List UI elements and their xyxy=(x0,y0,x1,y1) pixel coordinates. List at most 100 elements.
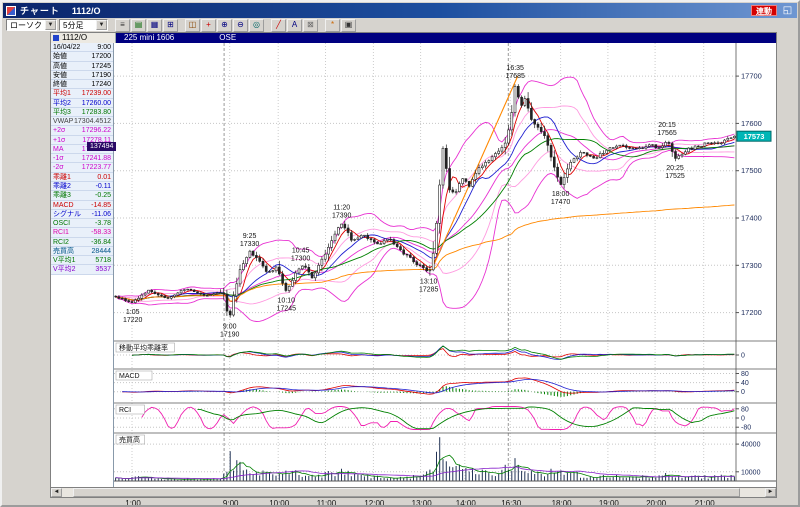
svg-text:MACD: MACD xyxy=(119,373,140,380)
zoom-out-icon[interactable]: ⊖ xyxy=(233,18,248,32)
svg-text:13:10: 13:10 xyxy=(420,278,438,285)
crosshair-icon[interactable]: + xyxy=(201,18,216,32)
svg-text:16:35: 16:35 xyxy=(506,65,524,72)
svg-text:17573: 17573 xyxy=(744,132,765,141)
toolbar-separator[interactable] xyxy=(179,19,184,32)
price-board-icon[interactable]: ▤ xyxy=(131,18,146,32)
quote-value: -58.33 xyxy=(91,229,111,237)
quote-value: -0.11 xyxy=(95,182,111,190)
quote-value: 17296.22 xyxy=(81,127,111,135)
svg-text:17600: 17600 xyxy=(741,119,762,128)
quote-list-icon[interactable]: ≡ xyxy=(115,18,130,32)
time-axis-label: 21:00 xyxy=(694,499,715,507)
toolbar-separator[interactable] xyxy=(265,19,270,32)
quote-row: 乖離3 -0.25 xyxy=(51,191,113,201)
chart-canvas[interactable]: 17700 17600 17500 17400 17300 17200 0 80 40 0 80 0 -… xyxy=(114,43,776,489)
svg-text:17300: 17300 xyxy=(291,255,311,262)
svg-text:17245: 17245 xyxy=(277,305,297,312)
quote-label: 乖離2 xyxy=(53,182,71,190)
toolbar-buttons: ≡ ▤ ▦ ⊞ ◫ + ⊕ ⊖ ◎ ╱ A ⊠ * ▣ xyxy=(115,18,356,32)
quote-label: RCI1 xyxy=(53,229,69,237)
chevron-down-icon[interactable]: ▼ xyxy=(96,20,107,30)
quote-value: 17260.00 xyxy=(81,99,111,107)
svg-text:20:25: 20:25 xyxy=(666,165,684,172)
quote-row: +2σ 17296.22 xyxy=(51,126,113,136)
quote-row: シグナル -11.06 xyxy=(51,209,113,220)
quote-value: 17240 xyxy=(91,81,111,89)
quote-row: V平均1 5718 xyxy=(51,256,113,266)
app-icon xyxy=(6,5,16,16)
multi-chart-icon[interactable]: ⊞ xyxy=(163,18,178,32)
quote-panel: 16/04/22 9:00 始値 17200 高値 17245 安値 17190… xyxy=(51,43,114,489)
toolbar: ローソク ▼ 5分足 ▼ ≡ ▤ ▦ ⊞ ◫ + ⊕ ⊖ ◎ ╱ A ⊠ * ▣ xyxy=(4,18,796,32)
quote-value: 17223.77 xyxy=(81,164,111,172)
svg-text:1:05: 1:05 xyxy=(126,309,140,316)
chart-type-select[interactable]: ローソク ▼ xyxy=(6,19,57,31)
quote-row: MACD -14.85 xyxy=(51,200,113,210)
chart-marker-tag: 137494 xyxy=(87,142,117,151)
quote-row: +1σ 17278.11 xyxy=(51,135,113,145)
interval-select[interactable]: 5分足 ▼ xyxy=(59,19,108,31)
instrument-name: 225 mini 1606 xyxy=(124,33,175,42)
chart-body: 16/04/22 9:00 始値 17200 高値 17245 安値 17190… xyxy=(51,43,776,489)
compare-chart-icon[interactable]: ◫ xyxy=(185,18,200,32)
chevron-down-icon[interactable]: ▼ xyxy=(45,20,56,30)
scroll-right-icon[interactable]: ► xyxy=(765,488,776,497)
quote-row: 乖離1 0.01 xyxy=(51,172,113,182)
quote-value: -3.78 xyxy=(95,220,111,228)
quote-row: 売買高 28444 xyxy=(51,246,113,257)
quote-value: 3537 xyxy=(95,266,111,274)
quote-label: MA xyxy=(53,145,64,153)
quote-value: 17200 xyxy=(91,53,111,61)
quote-label: 始値 xyxy=(53,53,67,61)
quote-row: 始値 17200 xyxy=(51,52,113,62)
svg-text:80: 80 xyxy=(741,406,749,413)
scroll-left-icon[interactable]: ◄ xyxy=(51,488,62,497)
quote-label: V平均2 xyxy=(53,266,76,274)
svg-text:売買高: 売買高 xyxy=(119,435,140,444)
time-axis-label: 11:00 xyxy=(316,499,337,507)
settings-icon[interactable]: * xyxy=(325,18,340,32)
toolbar-separator[interactable] xyxy=(319,19,324,32)
quote-value: 17241.88 xyxy=(81,155,111,163)
quote-value: -36.84 xyxy=(91,238,111,246)
quote-label: VWAP xyxy=(53,118,74,126)
svg-text:17300: 17300 xyxy=(741,261,762,270)
linked-mode-button[interactable]: 連動 xyxy=(751,5,777,16)
print-icon[interactable]: ▣ xyxy=(341,18,356,32)
quote-label: V平均1 xyxy=(53,257,76,265)
quote-row: -1σ 17241.88 xyxy=(51,154,113,164)
quote-row: 高値 17245 xyxy=(51,61,113,71)
quote-value: 17283.80 xyxy=(81,108,111,116)
titlebar: チャート 1112/O 連動 ◱ xyxy=(3,3,797,18)
scrollbar-track[interactable] xyxy=(62,488,765,497)
quote-row: VWAP 17304.4512 xyxy=(51,117,113,127)
time-axis-label: 19:00 xyxy=(598,499,619,507)
instrument-exchange: OSE xyxy=(219,33,237,42)
quote-label: 終値 xyxy=(53,81,67,89)
time-axis-label: 10:00 xyxy=(269,499,290,507)
eraser-icon[interactable]: ⊠ xyxy=(303,18,318,32)
search-icon[interactable]: ◎ xyxy=(249,18,264,32)
zoom-in-icon[interactable]: ⊕ xyxy=(217,18,232,32)
quote-value: 17304.4512 xyxy=(74,118,111,126)
chart-area[interactable]: 17700 17600 17500 17400 17300 17200 0 80 40 0 80 0 -… xyxy=(114,43,776,489)
instrument-band: 225 mini 1606 OSE xyxy=(116,33,776,43)
quote-label: 高値 xyxy=(53,62,67,70)
svg-text:40: 40 xyxy=(741,380,749,387)
quote-row: 終値 17240 xyxy=(51,80,113,90)
quote-row: 16/04/22 9:00 xyxy=(51,43,113,53)
scrollbar-thumb[interactable] xyxy=(72,488,741,497)
horizontal-scrollbar[interactable]: ◄ ► xyxy=(51,487,776,497)
svg-text:17190: 17190 xyxy=(220,331,240,338)
quote-label: OSCI xyxy=(53,220,71,228)
svg-text:9:00: 9:00 xyxy=(223,323,237,330)
trendline-icon[interactable]: ╱ xyxy=(271,18,286,32)
svg-text:17285: 17285 xyxy=(419,286,439,293)
quote-value: -0.25 xyxy=(95,192,111,200)
mini-chart-icon[interactable]: ▦ xyxy=(147,18,162,32)
text-annotation-icon[interactable]: A xyxy=(287,18,302,32)
quote-row: RCI1 -58.33 xyxy=(51,228,113,238)
svg-text:10:10: 10:10 xyxy=(278,297,296,304)
window-pin-icon[interactable]: ◱ xyxy=(782,5,793,16)
